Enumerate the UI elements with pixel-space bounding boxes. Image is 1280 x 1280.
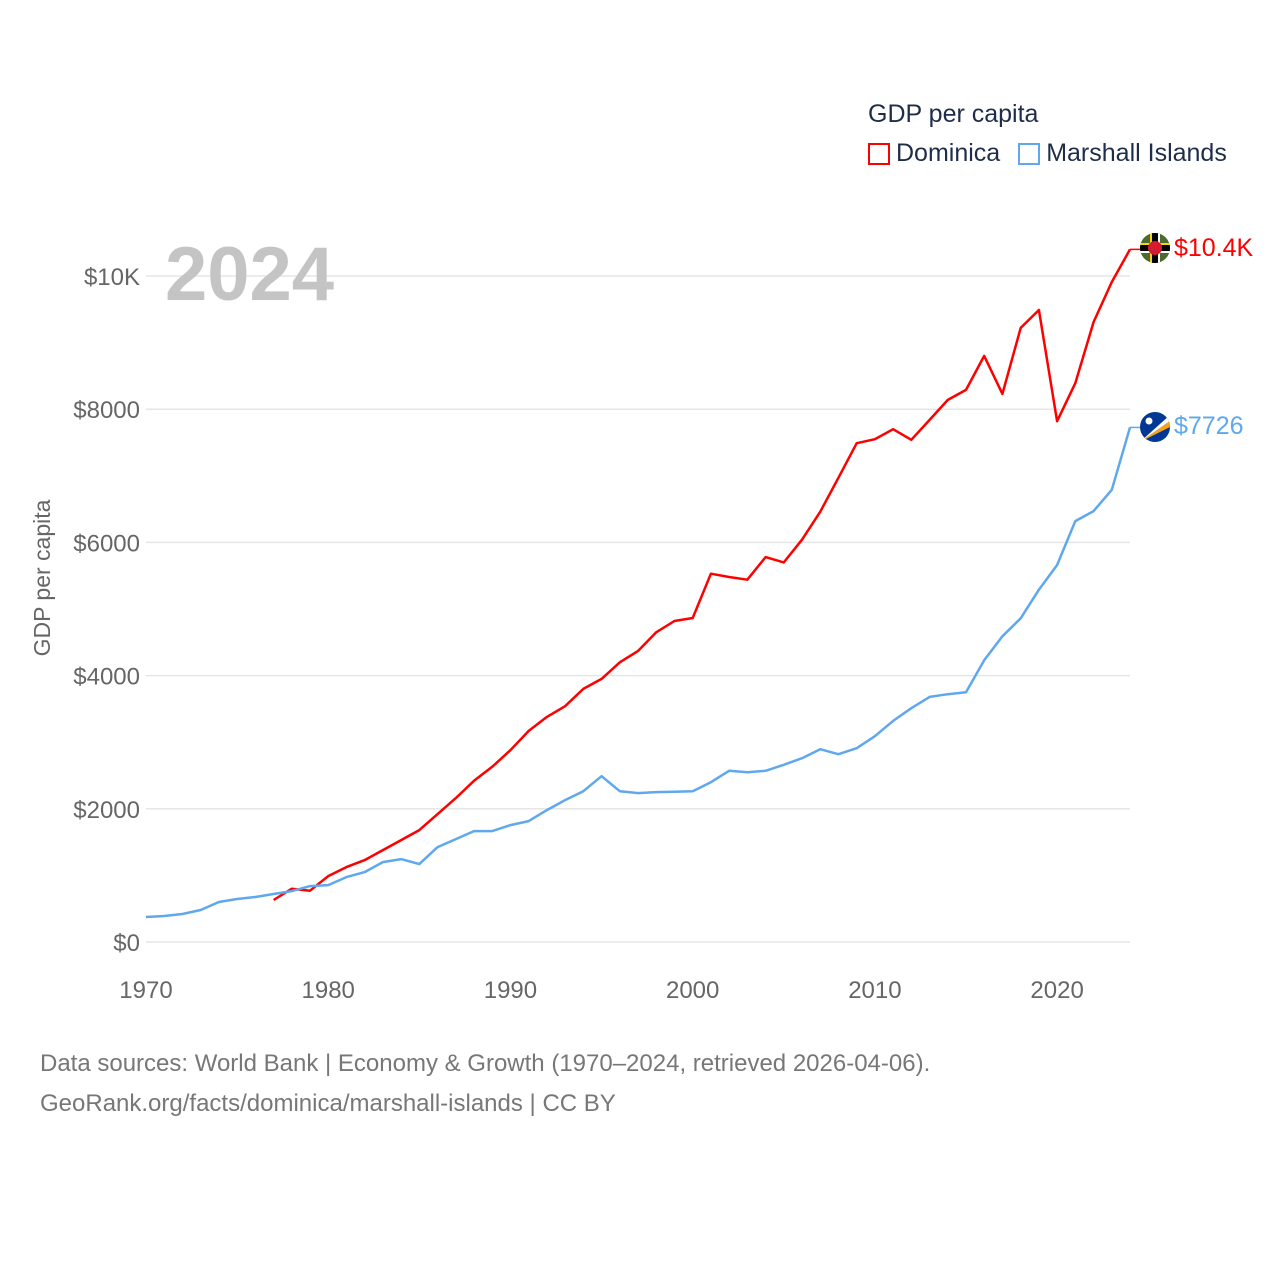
- series-line-dominica: [272, 248, 1132, 902]
- legend-swatch-dominica: [868, 142, 890, 165]
- source-link[interactable]: GeoRank.org/facts/dominica/marshall-isla…: [40, 1090, 616, 1117]
- series-line-marshall-islands: [145, 427, 1132, 919]
- footer: Data sources: World Bank | Economy & Gro…: [40, 1044, 930, 1124]
- y-tick-label: $10K: [84, 264, 140, 291]
- x-tick-label: 1990: [484, 977, 537, 1004]
- x-tick-label: 1980: [302, 977, 355, 1004]
- end-labels: $10.4K $7726: [1174, 234, 1254, 440]
- y-tick-label: $4000: [73, 664, 140, 691]
- x-tick-label: 2020: [1030, 977, 1083, 1004]
- legend-item-marshall-islands[interactable]: Marshall Islands: [1018, 139, 1227, 168]
- y-tick-label: $2000: [73, 797, 140, 824]
- legend-swatch-marshall-islands: [1018, 142, 1041, 165]
- y-tick-label: $6000: [73, 530, 140, 557]
- x-axis-ticks: 1970 1980 1990 2000 2010 2020: [119, 977, 1084, 1004]
- flags: [1140, 233, 1170, 442]
- y-tick-label: $0: [113, 930, 140, 957]
- marshall-islands-end-label: $7726: [1174, 412, 1244, 440]
- series-lines: [145, 248, 1142, 919]
- dominica-flag-icon: [1140, 233, 1170, 263]
- y-axis-ticks: $0 $2000 $4000 $6000 $8000 $10K: [73, 264, 140, 957]
- marshall-islands-flag-icon: [1140, 412, 1170, 442]
- x-tick-label: 2000: [666, 977, 719, 1004]
- x-tick-label: 2010: [848, 977, 901, 1004]
- data-sources: Data sources: World Bank | Economy & Gro…: [40, 1050, 931, 1077]
- legend: GDP per capita Dominica Marshall Islands: [868, 100, 1227, 168]
- y-axis-label: GDP per capita: [29, 499, 55, 656]
- legend-label: Marshall Islands: [1046, 139, 1227, 167]
- legend-label: Dominica: [896, 139, 1001, 167]
- dominica-end-label: $10.4K: [1174, 234, 1254, 262]
- legend-title: GDP per capita: [868, 100, 1039, 128]
- y-tick-label: $8000: [73, 397, 140, 424]
- legend-item-dominica[interactable]: Dominica: [868, 139, 1000, 168]
- year-label: 2024: [165, 232, 334, 317]
- x-tick-label: 1970: [119, 977, 172, 1004]
- gridlines: [146, 275, 1130, 943]
